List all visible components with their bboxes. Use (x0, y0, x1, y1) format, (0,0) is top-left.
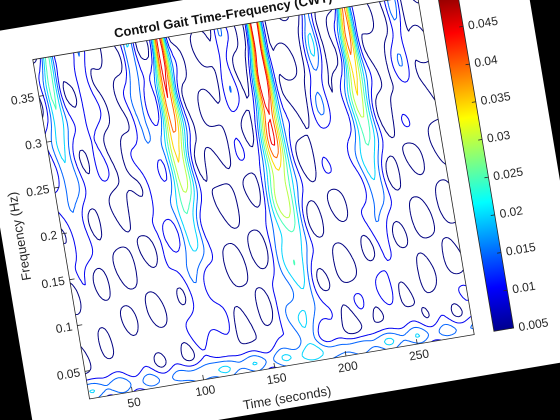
y-tick-mark (77, 324, 83, 326)
colorbar-tick-mark (471, 101, 476, 103)
y-tick-label: 0.2 (39, 228, 58, 245)
contour-level-line (154, 7, 352, 159)
contour-level-line (43, 6, 421, 394)
y-tick-label: 0.25 (25, 182, 51, 200)
y-tick-label: 0.35 (10, 90, 36, 108)
contour-level-line (156, 22, 276, 146)
colorbar-ticks: 0.005 0.01 0.015 0.02 0.025 0.03 0.035 0.04 0.04… (459, 14, 550, 334)
y-tick-mark (54, 186, 60, 189)
colorbar-tick-mark (484, 176, 489, 179)
y-axis-label: Frequency (Hz) (4, 191, 34, 282)
colorbar-tick-label: 0.02 (499, 203, 525, 221)
y-tick-label: 0.05 (56, 365, 82, 383)
contour-level-line (154, 7, 359, 171)
y-tick-mark (84, 370, 90, 372)
colorbar (436, 0, 515, 332)
plot-frame (32, 0, 475, 400)
x-tick-label: 100 (194, 382, 216, 399)
y-tick-label: 0.3 (24, 136, 43, 153)
colorbar-tick-label: 0.035 (480, 89, 512, 108)
y-tick-label: 0.1 (55, 319, 74, 336)
colorbar-tick-mark (509, 327, 514, 329)
contour-lines (33, 0, 474, 399)
y-tick-mark (38, 95, 44, 97)
y-tick-mark (69, 278, 75, 281)
x-tick-mark (416, 339, 418, 345)
x-tick-label: 250 (408, 346, 430, 363)
x-tick-mark (131, 386, 133, 392)
x-tick-mark (273, 362, 276, 368)
colorbar-tick-label: 0.025 (492, 164, 524, 183)
colorbar-tick-label: 0.03 (486, 128, 512, 146)
y-tick-mark (46, 140, 52, 143)
colorbar-tick-label: 0.015 (505, 240, 537, 259)
y-tick-label: 0.15 (40, 274, 66, 292)
x-axis-ticks: 50 100 150 200 250 (126, 339, 430, 411)
contour-level-line (33, 0, 464, 375)
colorbar-tick-label: 0.04 (473, 52, 499, 70)
colorbar-tick-mark (465, 63, 470, 66)
colorbar-tick-mark (478, 139, 483, 141)
colorbar-tick-label: 0.01 (511, 279, 537, 297)
x-tick-label: 200 (337, 358, 359, 375)
y-axis-ticks: 0.05 0.1 0.15 0.2 0.25 0.3 0.35 (10, 90, 90, 383)
x-axis-label: Time (seconds) (242, 383, 332, 413)
contour-level-line (44, 6, 371, 266)
plot-area (32, 0, 475, 399)
x-tick-label: 150 (266, 370, 288, 387)
x-tick-mark (202, 374, 204, 380)
contour-level-line (153, 6, 365, 219)
y-tick-mark (61, 232, 67, 235)
x-tick-mark (344, 351, 347, 357)
colorbar-tick-mark (490, 214, 495, 216)
colorbar-tick-label: 0.005 (517, 315, 549, 334)
x-tick-label: 50 (126, 395, 142, 411)
colorbar-tick-mark (459, 25, 464, 28)
colorbar-tick-mark (503, 289, 508, 292)
colorbar-tick-label: 0.045 (467, 14, 499, 33)
colorbar-tick-mark (497, 252, 502, 254)
